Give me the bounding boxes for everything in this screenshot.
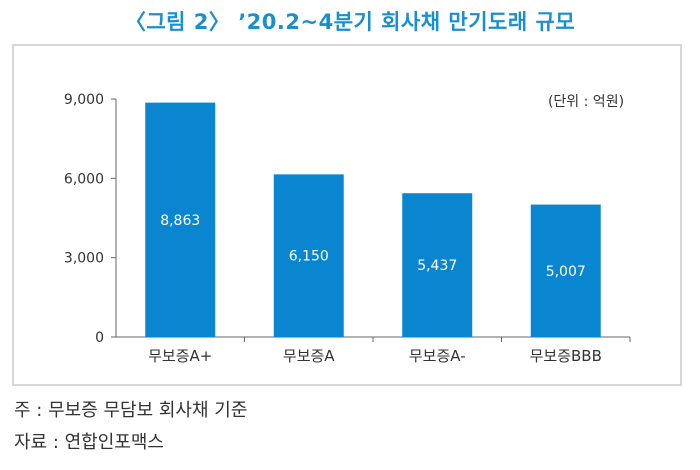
y-tick-label: 6,000 [64,171,104,187]
y-tick-label: 0 [95,330,104,346]
unit-note: (단위 : 억원) [548,94,624,110]
data-label: 5,007 [546,264,586,280]
bar [273,174,344,337]
y-tick-label: 3,000 [64,251,104,267]
bar [530,204,601,337]
source-note: 자료 : 연합인포맥스 [14,432,164,453]
data-label: 6,150 [289,249,329,265]
chart-title: 〈그림 2〉 ’20.2~4분기 회사채 만기도래 규모 [124,10,576,34]
x-tick-label: 무보증BBB [530,347,602,365]
bar [402,193,473,337]
data-label: 8,863 [160,213,200,229]
x-tick-label: 무보증A- [409,347,466,365]
bar [145,102,216,337]
bar-chart: (단위 : 억원) 0 3,000 6,000 9,000 8,863 무보증A+ 6,150… [64,92,631,365]
x-tick-label: 무보증A+ [148,347,212,365]
x-tick-label: 무보증A [283,347,335,365]
y-tick-label: 9,000 [64,92,104,108]
chart-frame: (단위 : 억원) 0 3,000 6,000 9,000 8,863 무보증A+ 6,150… [12,44,682,386]
data-label: 5,437 [417,258,457,274]
footnote: 주 : 무보증 무담보 회사채 기준 [14,400,248,421]
